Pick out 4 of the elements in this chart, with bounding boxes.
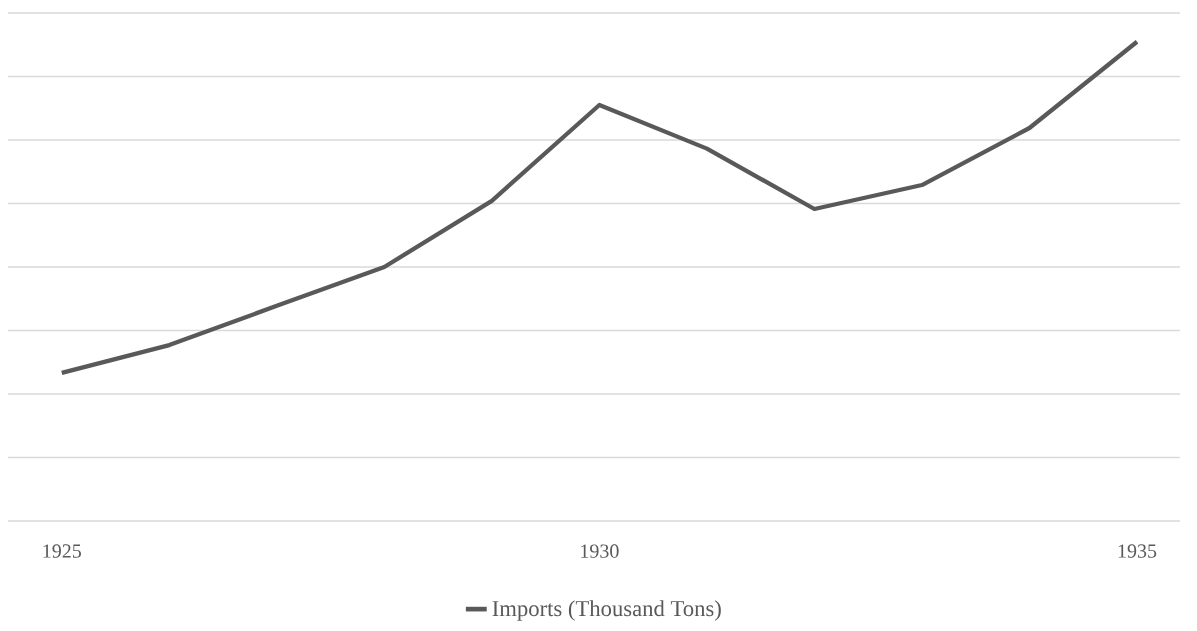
- x-tick-label: 1935: [1118, 544, 1157, 558]
- x-tick-label: 1930: [581, 544, 619, 558]
- legend-label: Imports (Thousand Tons): [492, 600, 721, 621]
- x-tick-label: 1925: [43, 544, 81, 558]
